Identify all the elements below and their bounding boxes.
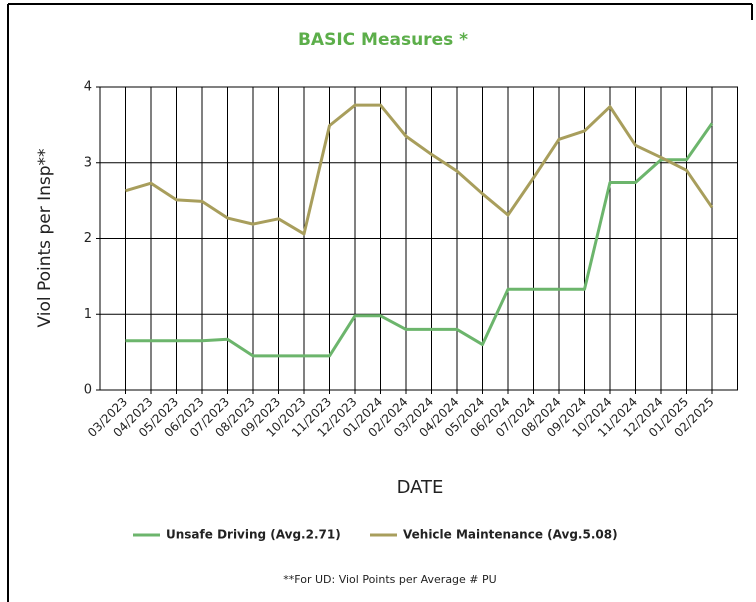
y-tick-label: 0 [84, 383, 92, 398]
series-line [125, 122, 714, 358]
series-line [125, 103, 714, 236]
y-tick-label: 3 [84, 155, 92, 170]
y-tick-label: 2 [84, 231, 92, 246]
legend-label: Unsafe Driving (Avg.2.71) [166, 528, 341, 542]
y-axis-label: Viol Points per Insp** [35, 148, 55, 327]
legend-label: Vehicle Maintenance (Avg.5.08) [403, 528, 618, 542]
x-axis-label: DATE [397, 477, 444, 498]
chart-title: BASIC Measures * [298, 30, 468, 50]
y-tick-label: 1 [84, 307, 92, 322]
y-tick-label: 4 [84, 80, 92, 95]
footnote: **For UD: Viol Points per Average # PU [283, 573, 496, 586]
